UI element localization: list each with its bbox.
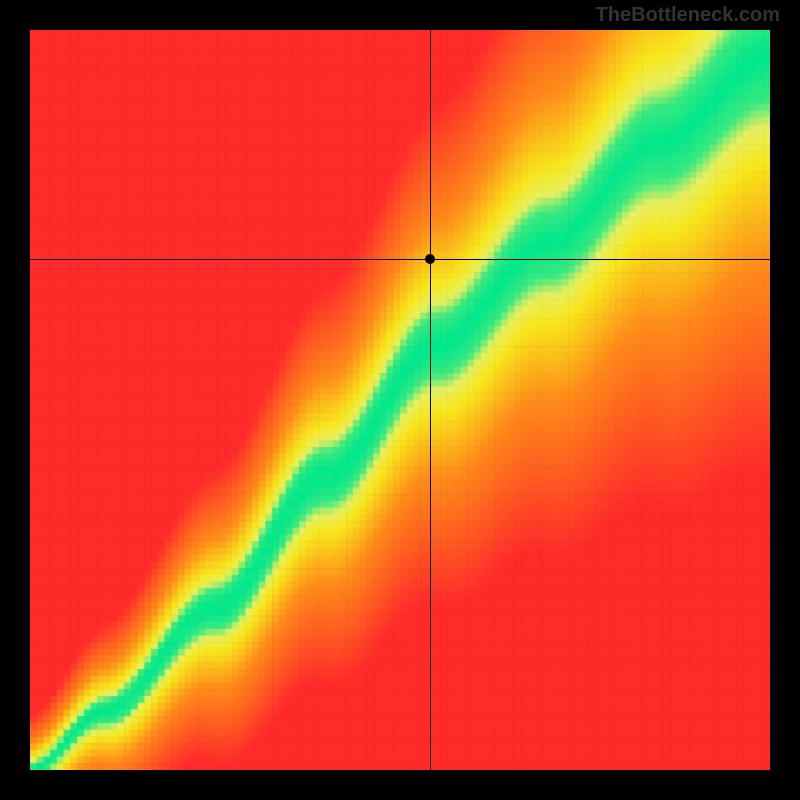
crosshair-marker (425, 254, 435, 264)
watermark-text: TheBottleneck.com (596, 4, 780, 27)
crosshair-horizontal (30, 259, 770, 260)
crosshair-vertical (430, 30, 431, 770)
heatmap-plot (30, 30, 770, 770)
heatmap-canvas (30, 30, 770, 770)
